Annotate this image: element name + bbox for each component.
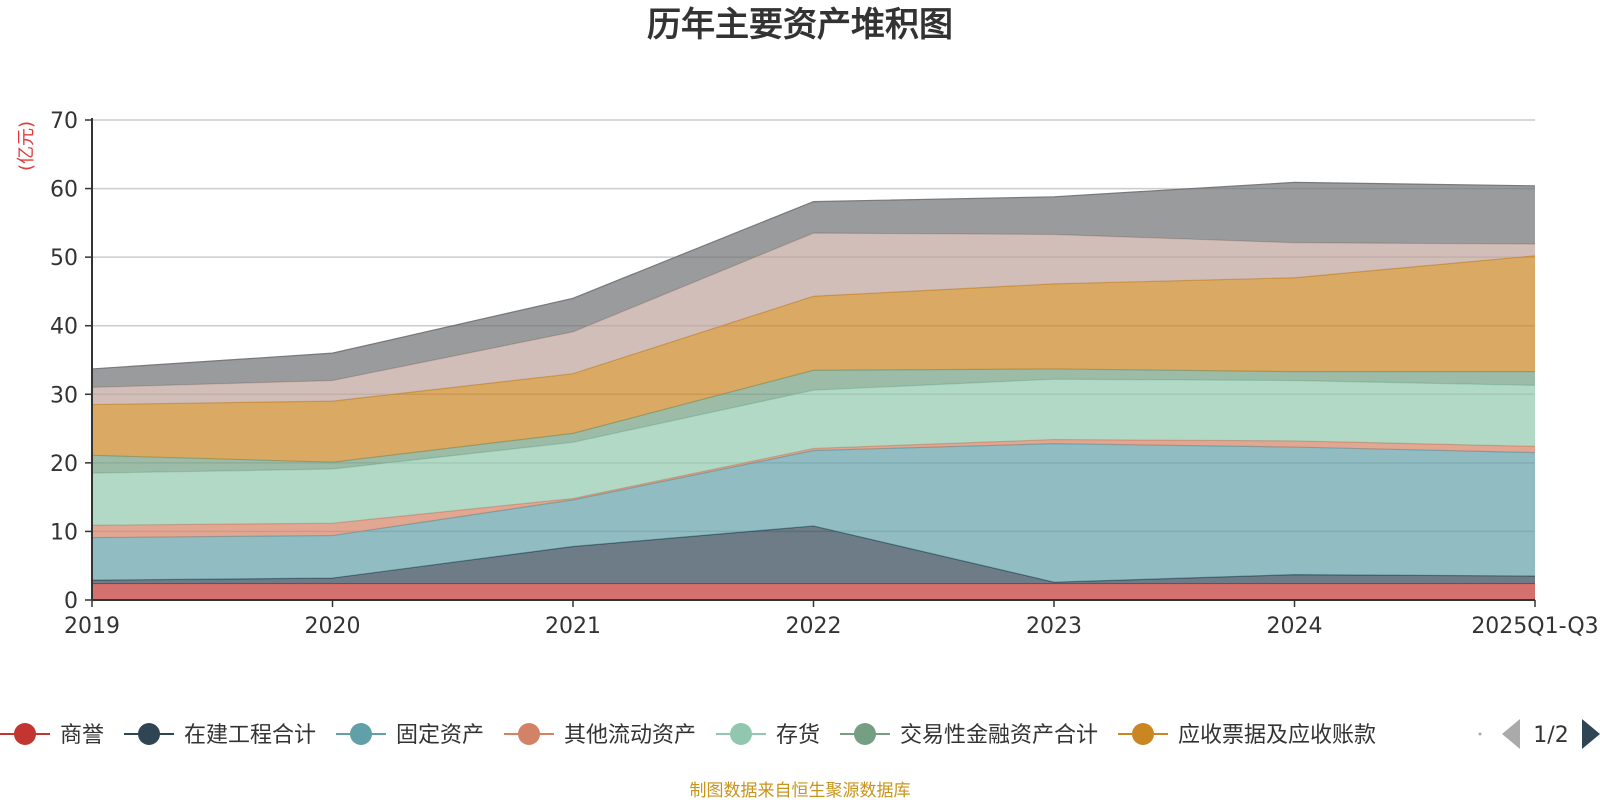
area-series-2 bbox=[92, 525, 1535, 584]
x-tick-label: 2023 bbox=[1026, 614, 1082, 639]
legend-label: 固定资产 bbox=[396, 723, 484, 748]
legend-more-dot bbox=[1478, 732, 1482, 736]
legend-circle-icon bbox=[854, 723, 876, 745]
x-tick-label: 2021 bbox=[545, 614, 601, 639]
legend-circle-icon bbox=[14, 723, 36, 745]
legend-circle-icon bbox=[138, 723, 160, 745]
y-axis-unit-label: (亿元) bbox=[16, 121, 37, 171]
legend-item-6[interactable]: 交易性金融资产合计 bbox=[840, 723, 1098, 748]
triangle-left-icon[interactable] bbox=[1502, 719, 1520, 749]
legend-item-1[interactable]: 商誉 bbox=[0, 723, 104, 748]
x-tick-label: 2022 bbox=[786, 614, 842, 639]
legend-item-3[interactable]: 固定资产 bbox=[336, 723, 484, 748]
area-series-3 bbox=[92, 443, 1535, 583]
legend-label: 商誉 bbox=[60, 723, 104, 748]
x-tick-label: 2025Q1-Q3 bbox=[1471, 614, 1598, 639]
y-tick-label: 30 bbox=[50, 383, 78, 408]
legend-label: 交易性金融资产合计 bbox=[900, 723, 1098, 748]
legend-label: 存货 bbox=[776, 723, 820, 748]
area-series-6 bbox=[92, 368, 1535, 474]
legend-circle-icon bbox=[350, 723, 372, 745]
data-source-note: 制图数据来自恒生聚源数据库 bbox=[690, 781, 911, 800]
chart-title: 历年主要资产堆积图 bbox=[647, 5, 953, 45]
legend[interactable]: 商誉 在建工程合计 固定资产 其他流动资产 存货 交易性金融资产合计 应收票据及应收账款 1/… bbox=[0, 719, 1600, 749]
y-tick-label: 20 bbox=[50, 452, 78, 477]
x-tick-label: 2020 bbox=[305, 614, 361, 639]
legend-item-2[interactable]: 在建工程合计 bbox=[124, 723, 316, 748]
area-series-group bbox=[91, 181, 1536, 600]
y-tick-label: 70 bbox=[50, 109, 78, 134]
y-tick-label: 60 bbox=[50, 178, 78, 203]
legend-circle-icon bbox=[730, 723, 752, 745]
legend-page-indicator: 1/2 bbox=[1533, 723, 1568, 748]
area-series-9 bbox=[92, 182, 1535, 388]
legend-circle-icon bbox=[1132, 723, 1154, 745]
area-series-4 bbox=[92, 439, 1535, 538]
legend-label: 其他流动资产 bbox=[564, 723, 696, 748]
legend-item-7[interactable]: 应收票据及应收账款 bbox=[1118, 723, 1376, 748]
y-tick-label: 0 bbox=[64, 589, 78, 614]
area-series-5 bbox=[92, 379, 1535, 526]
legend-label: 应收票据及应收账款 bbox=[1178, 723, 1376, 748]
area-series-line-9 bbox=[91, 181, 1536, 370]
legend-circle-icon bbox=[518, 723, 540, 745]
triangle-right-icon[interactable] bbox=[1582, 719, 1600, 749]
x-tick-label: 2019 bbox=[64, 614, 120, 639]
legend-label: 在建工程合计 bbox=[184, 723, 316, 748]
x-tick-label: 2024 bbox=[1267, 614, 1323, 639]
legend-item-4[interactable]: 其他流动资产 bbox=[504, 723, 696, 748]
area-series-8 bbox=[92, 233, 1535, 405]
y-tick-label: 50 bbox=[50, 246, 78, 271]
area-series-7 bbox=[92, 255, 1535, 463]
legend-item-5[interactable]: 存货 bbox=[716, 723, 820, 748]
axes: 0 10 20 30 40 50 60 70 2019 2020 2021 2022 2023 2024 2… bbox=[50, 109, 1599, 639]
y-tick-label: 40 bbox=[50, 315, 78, 340]
area-series-1 bbox=[92, 583, 1535, 600]
y-tick-label: 10 bbox=[50, 520, 78, 545]
